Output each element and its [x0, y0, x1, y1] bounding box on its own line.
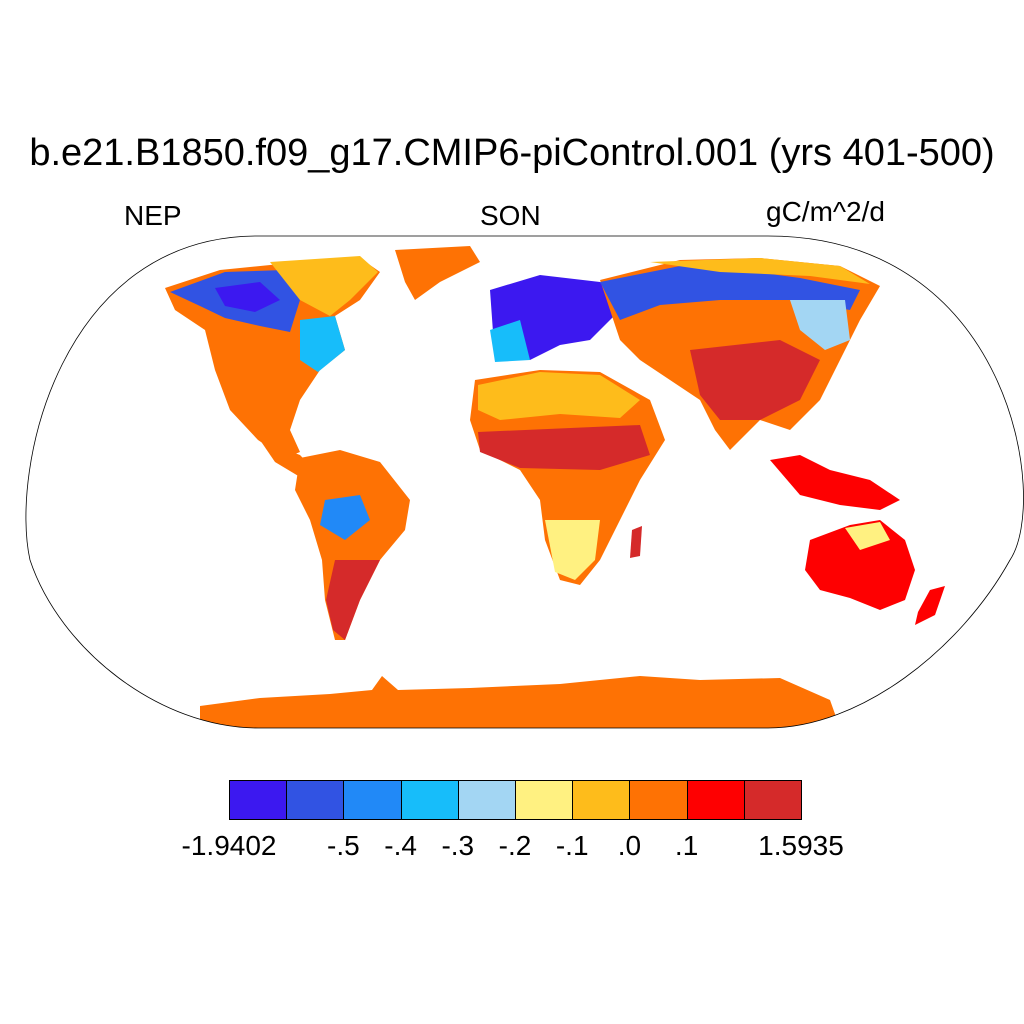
antarctica: [200, 676, 840, 728]
north-america-east: [300, 316, 345, 372]
australia: [805, 520, 915, 610]
colorbar-swatch: [629, 780, 688, 820]
colorbar-label: .1: [674, 830, 699, 861]
variable-label: NEP: [124, 200, 182, 231]
asia-east-blue: [790, 300, 850, 350]
colorbar-swatch: [286, 780, 345, 820]
colorbar-swatch: [572, 780, 631, 820]
units-label: gC/m^2/d: [766, 196, 885, 227]
colorbar-swatch: [400, 780, 459, 820]
colorbar-swatch: [515, 780, 574, 820]
colorbar-swatch: [686, 780, 745, 820]
asia-south: [690, 340, 820, 420]
greenland: [395, 246, 480, 300]
new-zealand: [915, 586, 945, 625]
south-america: [295, 450, 410, 640]
colorbar-swatch: [343, 780, 402, 820]
colorbar-swatch: [457, 780, 516, 820]
colorbar-label: -.4: [384, 830, 417, 861]
colorbar-label: .0: [617, 830, 642, 861]
madagascar: [630, 526, 642, 558]
season-label: SON: [480, 200, 541, 231]
north-america-blue: [215, 282, 280, 312]
colorbar-label: -.2: [498, 830, 532, 861]
australia-light: [845, 522, 890, 550]
asia-tundra: [650, 258, 870, 284]
colorbar-swatch: [743, 780, 802, 820]
south-america-mixed: [320, 495, 370, 540]
map-outline: [25, 235, 1024, 729]
colorbar-swatch: [229, 780, 288, 820]
europe-light: [490, 320, 530, 362]
colorbar-label: 1.5935: [758, 830, 844, 861]
africa-north: [478, 372, 640, 420]
land-fill: [165, 246, 945, 728]
colorbar-label: -.1: [555, 830, 589, 861]
africa-south-mixed: [545, 520, 600, 580]
africa-sahel: [478, 425, 650, 470]
south-america-south: [326, 560, 380, 640]
colorbar-label: -.5: [327, 830, 360, 861]
asia-north: [600, 266, 860, 320]
colorbar-label: -1.9402: [181, 830, 277, 861]
plot-title: b.e21.B1850.f09_g17.CMIP6-piControl.001 …: [29, 132, 995, 174]
colorbar-label: -.3: [441, 830, 475, 861]
africa: [470, 370, 665, 585]
southeast-asia: [770, 455, 900, 510]
north-america-tundra: [270, 256, 378, 316]
